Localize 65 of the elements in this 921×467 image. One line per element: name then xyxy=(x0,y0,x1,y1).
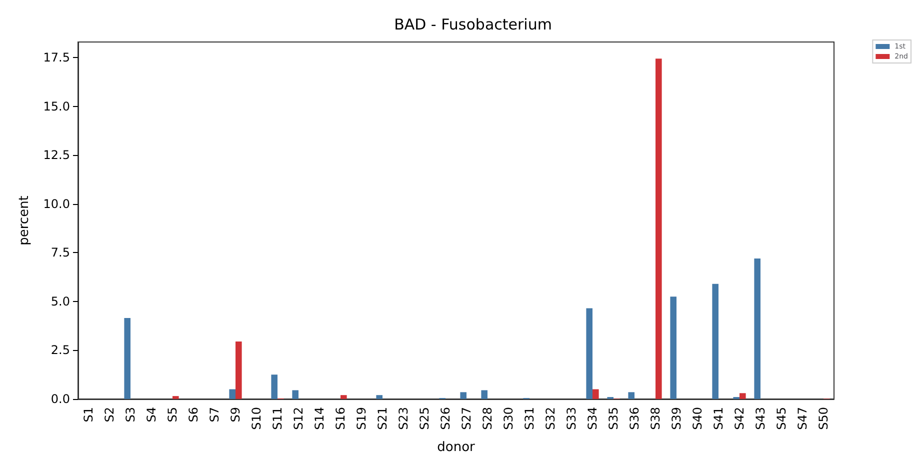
x-tick-label: S6 xyxy=(186,407,200,422)
y-tick-label: 12.5 xyxy=(43,148,70,162)
x-tick-label: S4 xyxy=(144,407,158,422)
x-tick-label: S33 xyxy=(564,407,578,430)
y-tick-label: 7.5 xyxy=(50,246,70,260)
x-tick-label: S7 xyxy=(208,407,222,422)
y-tick-label: 17.5 xyxy=(43,50,70,65)
x-tick-label: S50 xyxy=(816,407,830,430)
bar xyxy=(236,341,242,399)
bar xyxy=(656,58,662,399)
x-tick-label: S26 xyxy=(438,407,452,430)
x-tick-label: S1 xyxy=(82,407,96,422)
bar xyxy=(754,258,760,399)
x-tick-label: S30 xyxy=(502,407,516,430)
x-tick-label: S19 xyxy=(354,407,368,430)
x-tick-label: S10 xyxy=(250,407,264,430)
x-tick-label: S21 xyxy=(376,407,390,430)
y-tick-label: 15.0 xyxy=(43,99,70,114)
x-tick-label: S45 xyxy=(774,407,788,430)
x-tick-label: S43 xyxy=(754,407,768,430)
x-tick-label: S25 xyxy=(418,407,432,430)
x-tick-label: S27 xyxy=(460,407,474,430)
bar xyxy=(124,318,130,399)
x-tick-label: S32 xyxy=(544,407,558,430)
y-axis-title: percent xyxy=(17,196,32,246)
x-tick-label: S2 xyxy=(102,407,116,422)
x-tick-label: S9 xyxy=(228,407,242,422)
bar xyxy=(712,284,718,399)
x-tick-label: S41 xyxy=(712,407,726,430)
x-tick-label: S28 xyxy=(480,407,494,430)
x-tick-label: S35 xyxy=(606,407,620,430)
y-tick-label: 2.5 xyxy=(50,343,70,358)
x-tick-label: S39 xyxy=(670,407,684,430)
x-tick-label: S11 xyxy=(270,407,284,430)
x-tick-label: S40 xyxy=(690,407,704,430)
chart-title: BAD - Fusobacterium xyxy=(394,16,552,34)
bar xyxy=(481,390,488,399)
bar xyxy=(271,374,278,399)
x-tick-label: S23 xyxy=(396,407,410,430)
bar xyxy=(229,389,236,399)
x-tick-label: S34 xyxy=(586,407,600,430)
bar xyxy=(340,395,347,399)
bar xyxy=(670,296,676,399)
x-axis-title: donor xyxy=(437,440,476,455)
x-tick-label: S3 xyxy=(124,407,138,422)
x-tick-label: S16 xyxy=(334,407,348,430)
x-tick-label: S42 xyxy=(732,407,746,430)
x-tick-label: S14 xyxy=(312,407,326,430)
bar xyxy=(292,390,298,399)
bar xyxy=(460,392,466,399)
bar xyxy=(740,393,746,399)
x-tick-label: S38 xyxy=(648,407,662,430)
bar xyxy=(592,389,599,399)
x-tick-label: S36 xyxy=(628,407,642,430)
bar xyxy=(376,395,382,399)
x-tick-label: S31 xyxy=(522,407,536,430)
bar xyxy=(172,396,179,399)
y-tick-label: 5.0 xyxy=(50,294,70,308)
x-tick-label: S5 xyxy=(166,407,180,422)
bar xyxy=(586,308,592,399)
x-tick-label: S47 xyxy=(796,407,810,430)
y-tick-label: 0.0 xyxy=(50,392,70,406)
x-tick-label: S12 xyxy=(292,407,306,430)
bar xyxy=(628,392,634,399)
y-tick-label: 10.0 xyxy=(43,196,70,211)
